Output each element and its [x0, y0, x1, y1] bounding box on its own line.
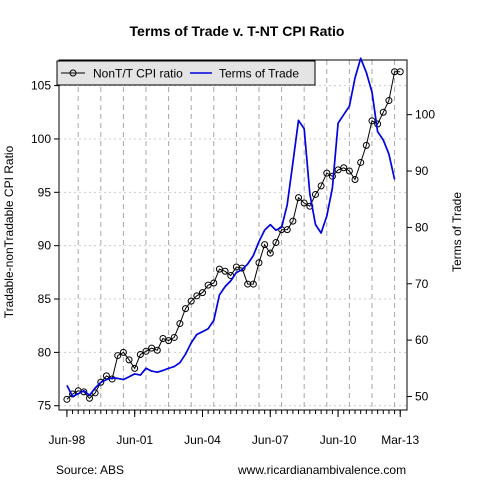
legend-box — [56, 60, 316, 86]
data-point-nont-t-cpi-ratio — [249, 280, 257, 288]
plot-frame — [58, 59, 408, 411]
left-axis-tick-label: 85 — [38, 292, 52, 306]
data-point-nont-t-cpi-ratio — [272, 238, 280, 246]
legend: NonT/T CPI ratio Terms of Trade — [56, 60, 316, 86]
data-point-nont-t-cpi-ratio — [170, 333, 178, 341]
data-point-nont-t-cpi-ratio — [396, 68, 404, 76]
data-point-nont-t-cpi-ratio — [193, 292, 201, 300]
data-point-nont-t-cpi-ratio — [345, 167, 353, 175]
left-axis-tick-label: 90 — [38, 239, 52, 253]
legend-ratio-label: NonT/T CPI ratio — [93, 67, 183, 81]
data-point-nont-t-cpi-ratio — [283, 226, 291, 234]
left-axis-label: Tradable-nonTradable CPI Ratio — [2, 145, 16, 318]
right-axis-tick-label: 50 — [415, 389, 429, 403]
data-point-nont-t-cpi-ratio — [187, 297, 195, 305]
website-note: www.ricardianambivalence.com — [237, 463, 406, 477]
series-layer — [63, 57, 404, 403]
data-point-nont-t-cpi-ratio — [221, 267, 229, 275]
right-axis-tick-label: 80 — [415, 220, 429, 234]
left-axis-tick-label: 95 — [38, 185, 52, 199]
data-point-nont-t-cpi-ratio — [317, 182, 325, 190]
left-axis-tick-label: 80 — [38, 345, 52, 359]
x-axis-tick-label: Jun-04 — [184, 433, 221, 447]
right-axis-tick-label: 60 — [415, 333, 429, 347]
data-point-nont-t-cpi-ratio — [261, 241, 269, 249]
right-axis-label: Terms of Trade — [450, 192, 464, 272]
source-note: Source: ABS — [56, 463, 124, 477]
x-axis-tick-label: Jun-07 — [252, 433, 289, 447]
data-point-nont-t-cpi-ratio — [176, 320, 184, 328]
data-point-nont-t-cpi-ratio — [295, 194, 303, 202]
data-point-nont-t-cpi-ratio — [136, 351, 144, 359]
right-axis-tick-label: 90 — [415, 164, 429, 178]
right-axis-tick-label: 70 — [415, 277, 429, 291]
data-point-nont-t-cpi-ratio — [340, 164, 348, 172]
data-point-nont-t-cpi-ratio — [266, 249, 274, 257]
left-axis-tick-label: 105 — [31, 79, 51, 93]
data-point-nont-t-cpi-ratio — [255, 259, 263, 267]
data-point-nont-t-cpi-ratio — [153, 346, 161, 354]
data-point-nont-t-cpi-ratio — [131, 364, 139, 372]
series-line-nont-t-cpi-ratio — [66, 71, 401, 400]
x-axis-tick-label: Mar-13 — [381, 433, 419, 447]
series-line-terms-of-trade — [66, 57, 396, 398]
data-point-nont-t-cpi-ratio — [238, 264, 246, 272]
legend-ratio-marker — [69, 69, 77, 77]
x-axis-tick-label: Jun-10 — [320, 433, 357, 447]
axes: 75 80 85 90 95 100 105 50 60 70 80 90 100 Jun-98 Jun-0… — [31, 59, 435, 447]
data-point-nont-t-cpi-ratio — [351, 176, 359, 184]
data-point-nont-t-cpi-ratio — [323, 169, 331, 177]
data-point-nont-t-cpi-ratio — [300, 199, 308, 207]
data-point-nont-t-cpi-ratio — [198, 289, 206, 297]
data-point-nont-t-cpi-ratio — [289, 217, 297, 225]
data-point-nont-t-cpi-ratio — [311, 190, 319, 198]
data-point-nont-t-cpi-ratio — [357, 158, 365, 166]
data-point-nont-t-cpi-ratio — [142, 347, 150, 355]
legend-tot-label: Terms of Trade — [219, 67, 299, 81]
data-point-nont-t-cpi-ratio — [114, 352, 122, 360]
left-axis-tick-label: 75 — [38, 399, 52, 413]
data-point-nont-t-cpi-ratio — [63, 395, 71, 403]
x-axis-tick-label: Jun-98 — [49, 433, 86, 447]
data-point-nont-t-cpi-ratio — [379, 108, 387, 116]
data-point-nont-t-cpi-ratio — [97, 378, 105, 386]
right-axis-tick-label: 100 — [415, 108, 435, 122]
data-point-nont-t-cpi-ratio — [182, 305, 190, 313]
data-point-nont-t-cpi-ratio — [385, 97, 393, 105]
data-point-nont-t-cpi-ratio — [362, 141, 370, 149]
data-point-nont-t-cpi-ratio — [210, 279, 218, 287]
left-axis-tick-label: 100 — [31, 132, 51, 146]
x-axis-tick-label: Jun-01 — [116, 433, 153, 447]
data-point-nont-t-cpi-ratio — [165, 337, 173, 345]
chart-title: Terms of Trade v. T-NT CPI Ratio — [130, 23, 345, 39]
grid — [59, 60, 407, 410]
data-point-nont-t-cpi-ratio — [368, 117, 376, 125]
data-point-nont-t-cpi-ratio — [119, 348, 127, 356]
data-point-nont-t-cpi-ratio — [125, 356, 133, 364]
